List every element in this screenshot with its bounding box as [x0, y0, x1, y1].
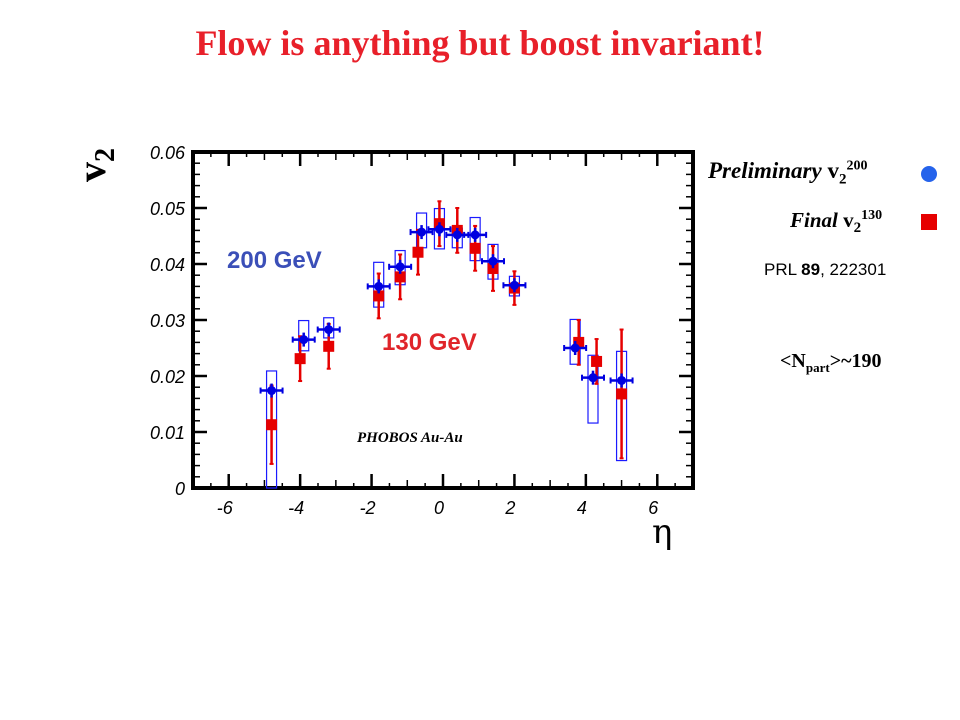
marker-130gev — [591, 355, 603, 367]
marker-200gev — [324, 325, 334, 335]
npart-close: >~190 — [829, 350, 882, 372]
point-200gev — [291, 332, 316, 347]
marker-130gev — [266, 419, 278, 431]
legend-preliminary-sup: 200 — [846, 158, 868, 174]
legend-final-sup: 130 — [861, 208, 883, 223]
npart-sub: part — [805, 360, 830, 375]
marker-130gev — [294, 353, 306, 365]
legend-preliminary-v: v — [827, 158, 839, 183]
point-200gev — [316, 322, 341, 337]
point-200gev — [609, 373, 634, 388]
marker-200gev — [267, 386, 277, 396]
x-axis-label: η — [652, 512, 673, 552]
x-tick-label: 6 — [648, 498, 659, 518]
x-tick-label: -6 — [217, 498, 234, 518]
point-200gev — [563, 341, 588, 355]
point-200gev — [481, 254, 505, 269]
legend-red-square-icon — [921, 214, 937, 230]
point-200gev — [427, 222, 452, 237]
marker-130gev — [394, 271, 406, 283]
y-tick-label: 0.01 — [150, 423, 185, 443]
marker-200gev — [509, 280, 519, 290]
npart-value: <Npart>~190 — [780, 350, 881, 376]
slide-title: Flow is anything but boost invariant! — [195, 23, 765, 63]
point-200gev — [366, 279, 391, 294]
marker-200gev — [299, 335, 309, 345]
systematic-box-200 — [587, 354, 599, 424]
marker-130gev — [469, 242, 481, 254]
marker-200gev — [570, 343, 580, 353]
marker-130gev — [412, 246, 424, 258]
marker-200gev — [470, 230, 480, 240]
annotation-130gev: 130 GeV — [382, 329, 477, 356]
point-200gev — [581, 370, 605, 385]
axis-ticks: 0 0.01 0.02 0.03 0.04 0.05 0.06 -6 -4 -2 0 2 4 6 — [150, 143, 694, 518]
annotation-experiment: PHOBOS Au-Au — [357, 430, 463, 446]
reference-suffix: , 222301 — [820, 260, 887, 279]
marker-200gev — [617, 375, 627, 385]
y-tick-label: 0.05 — [150, 199, 186, 219]
marker-200gev — [588, 373, 598, 383]
point-200gev — [463, 227, 488, 242]
legend-preliminary: Preliminary v2200 — [708, 158, 867, 189]
point-200gev — [502, 278, 527, 293]
y-tick-label: 0.03 — [150, 311, 185, 331]
marker-200gev — [417, 227, 427, 237]
marker-200gev — [434, 224, 444, 234]
legend-final: Final v2130 — [790, 208, 882, 237]
legend-final-v: v — [843, 208, 854, 232]
annotation-200gev: 200 GeV — [227, 247, 322, 274]
point-200gev — [259, 383, 284, 398]
marker-130gev — [573, 336, 585, 348]
point-130gev — [616, 328, 628, 460]
legend-final-sub: 2 — [853, 220, 862, 237]
point-200gev — [388, 259, 413, 274]
point-130gev — [573, 319, 585, 366]
x-tick-label: -4 — [288, 498, 304, 518]
marker-200gev — [488, 256, 498, 266]
y-tick-label: 0.06 — [150, 143, 186, 163]
legend-preliminary-sub: 2 — [838, 171, 847, 188]
marker-200gev — [395, 262, 405, 272]
marker-130gev — [487, 262, 499, 274]
y-tick-label: 0.02 — [150, 367, 185, 387]
publication-reference: PRL 89, 222301 — [764, 260, 886, 280]
reference-volume: 89 — [801, 260, 821, 279]
marker-130gev — [616, 388, 628, 400]
y-tick-label: 0 — [175, 479, 185, 499]
legend-blue-circle-icon — [921, 166, 937, 182]
data-markers — [259, 200, 634, 465]
marker-200gev — [452, 230, 462, 240]
legend-preliminary-label: Preliminary — [708, 158, 822, 183]
marker-130gev — [373, 290, 385, 302]
npart-open: <N — [780, 350, 806, 372]
legend-final-label: Final — [790, 208, 838, 232]
x-tick-label: -2 — [360, 498, 376, 518]
x-tick-label: 2 — [504, 498, 515, 518]
marker-130gev — [323, 340, 335, 352]
y-tick-label: 0.04 — [150, 255, 185, 275]
point-130gev — [487, 245, 499, 292]
marker-200gev — [374, 281, 384, 291]
x-tick-label: 4 — [577, 498, 587, 518]
point-200gev — [445, 227, 470, 242]
reference-prefix: PRL — [764, 260, 802, 279]
x-tick-label: 0 — [434, 498, 444, 518]
